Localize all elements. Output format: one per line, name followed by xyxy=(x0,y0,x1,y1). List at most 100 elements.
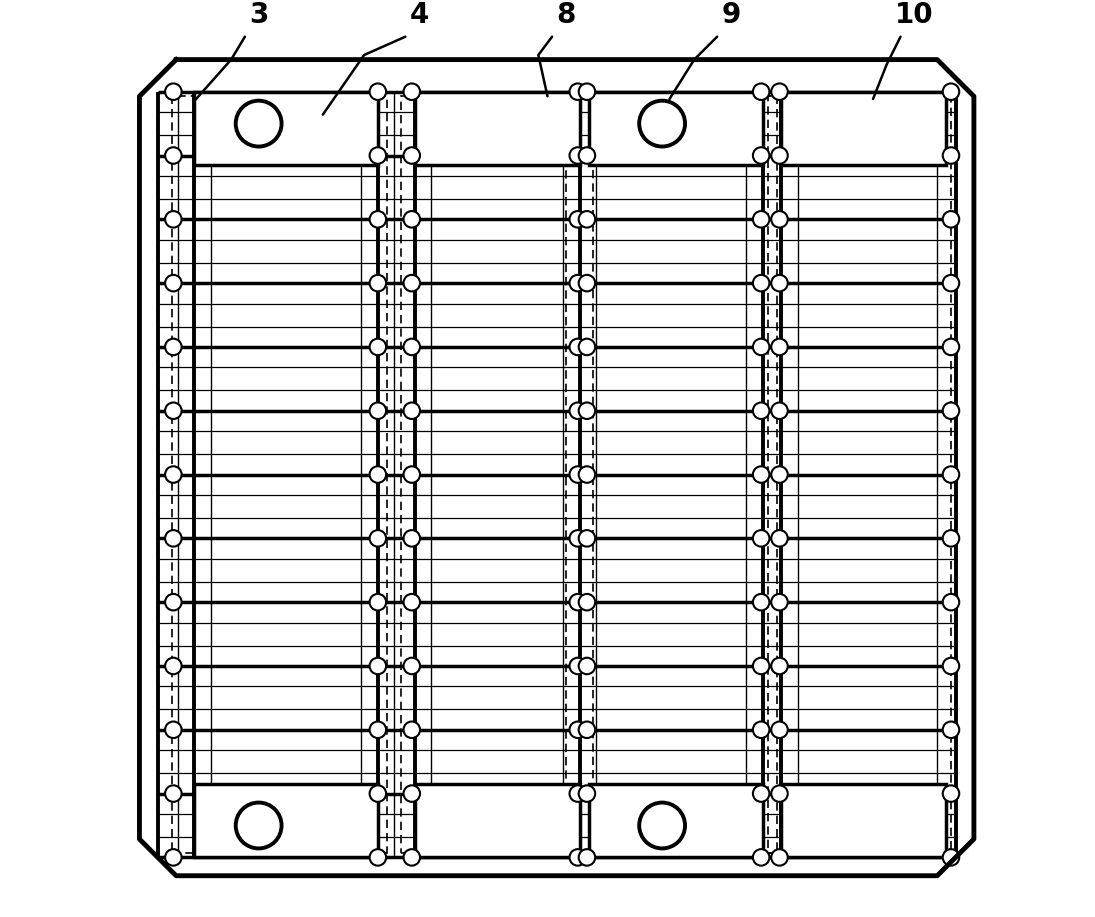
Circle shape xyxy=(569,722,586,738)
Circle shape xyxy=(235,101,281,147)
Bar xyxy=(415,784,579,857)
Circle shape xyxy=(578,722,596,738)
Circle shape xyxy=(165,403,182,419)
Circle shape xyxy=(404,849,420,866)
Circle shape xyxy=(404,403,420,419)
Circle shape xyxy=(370,594,387,611)
Circle shape xyxy=(370,722,387,738)
Bar xyxy=(589,784,763,857)
Circle shape xyxy=(753,275,770,292)
Circle shape xyxy=(569,785,586,801)
Circle shape xyxy=(165,657,182,674)
Circle shape xyxy=(639,101,685,147)
Bar xyxy=(782,92,946,165)
Text: 8: 8 xyxy=(556,1,576,29)
Circle shape xyxy=(370,657,387,674)
Circle shape xyxy=(943,849,959,866)
Circle shape xyxy=(753,849,770,866)
Text: 3: 3 xyxy=(249,1,268,29)
Circle shape xyxy=(943,211,959,227)
Circle shape xyxy=(753,530,770,547)
Circle shape xyxy=(370,338,387,355)
Circle shape xyxy=(943,83,959,100)
Circle shape xyxy=(943,657,959,674)
Circle shape xyxy=(404,785,420,801)
Circle shape xyxy=(569,530,586,547)
Circle shape xyxy=(370,275,387,292)
Circle shape xyxy=(569,275,586,292)
Circle shape xyxy=(370,403,387,419)
Text: 10: 10 xyxy=(895,1,934,29)
Circle shape xyxy=(771,275,787,292)
Circle shape xyxy=(578,83,596,100)
Circle shape xyxy=(165,722,182,738)
Circle shape xyxy=(771,849,787,866)
Circle shape xyxy=(578,466,596,482)
Circle shape xyxy=(943,722,959,738)
Bar xyxy=(195,784,378,857)
Circle shape xyxy=(771,466,787,482)
Circle shape xyxy=(771,211,787,227)
Circle shape xyxy=(165,594,182,611)
Circle shape xyxy=(943,275,959,292)
Circle shape xyxy=(165,148,182,164)
Circle shape xyxy=(404,530,420,547)
Circle shape xyxy=(569,594,586,611)
Circle shape xyxy=(370,785,387,801)
Text: 9: 9 xyxy=(722,1,740,29)
Circle shape xyxy=(578,785,596,801)
Circle shape xyxy=(943,338,959,355)
Circle shape xyxy=(569,148,586,164)
Circle shape xyxy=(165,785,182,801)
Circle shape xyxy=(578,275,596,292)
Circle shape xyxy=(235,802,281,848)
Circle shape xyxy=(165,466,182,482)
Bar xyxy=(415,92,579,165)
Circle shape xyxy=(569,83,586,100)
Circle shape xyxy=(771,148,787,164)
Bar xyxy=(195,92,378,165)
Circle shape xyxy=(370,530,387,547)
Bar xyxy=(566,96,776,853)
Circle shape xyxy=(404,722,420,738)
Circle shape xyxy=(404,148,420,164)
Circle shape xyxy=(404,466,420,482)
Circle shape xyxy=(578,849,596,866)
Circle shape xyxy=(569,657,586,674)
Circle shape xyxy=(753,338,770,355)
Circle shape xyxy=(753,148,770,164)
Circle shape xyxy=(943,403,959,419)
Circle shape xyxy=(404,211,420,227)
Circle shape xyxy=(404,83,420,100)
Circle shape xyxy=(370,148,387,164)
Circle shape xyxy=(569,849,586,866)
Circle shape xyxy=(639,802,685,848)
Circle shape xyxy=(771,83,787,100)
Circle shape xyxy=(165,849,182,866)
Circle shape xyxy=(771,594,787,611)
Circle shape xyxy=(753,594,770,611)
Text: 4: 4 xyxy=(410,1,429,29)
Circle shape xyxy=(771,403,787,419)
Circle shape xyxy=(165,338,182,355)
Circle shape xyxy=(753,657,770,674)
Circle shape xyxy=(753,83,770,100)
Circle shape xyxy=(404,338,420,355)
Circle shape xyxy=(753,722,770,738)
Circle shape xyxy=(753,211,770,227)
Circle shape xyxy=(943,785,959,801)
Circle shape xyxy=(771,785,787,801)
Circle shape xyxy=(771,338,787,355)
Circle shape xyxy=(753,466,770,482)
Circle shape xyxy=(771,722,787,738)
Circle shape xyxy=(569,211,586,227)
Circle shape xyxy=(578,530,596,547)
Circle shape xyxy=(943,530,959,547)
Circle shape xyxy=(165,275,182,292)
Circle shape xyxy=(404,594,420,611)
Circle shape xyxy=(753,403,770,419)
Circle shape xyxy=(578,148,596,164)
Circle shape xyxy=(943,594,959,611)
Circle shape xyxy=(569,338,586,355)
Circle shape xyxy=(578,657,596,674)
